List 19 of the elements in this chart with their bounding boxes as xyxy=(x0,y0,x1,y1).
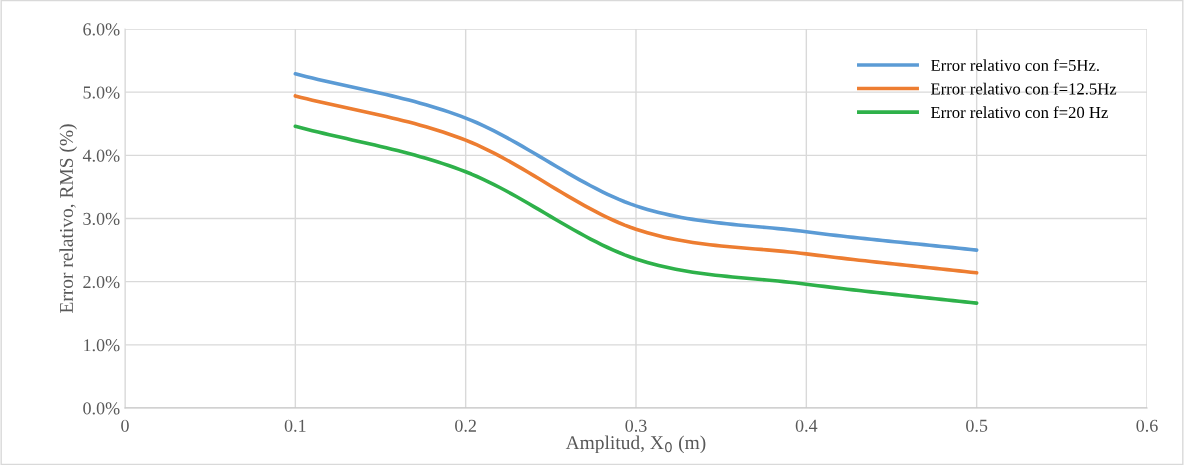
legend-label: Error relativo con f=12.5Hz xyxy=(930,82,1117,95)
legend-label: Error relativo con f=20 Hz xyxy=(930,106,1108,119)
y-tick-label: 0.0% xyxy=(83,402,120,415)
x-tick-label: 0.3 xyxy=(625,419,647,432)
x-tick-label: 0.1 xyxy=(284,419,306,432)
x-tick-label: 0.6 xyxy=(1136,419,1158,432)
y-tick-label: 1.0% xyxy=(84,339,120,352)
x-tick-label: 0.4 xyxy=(795,419,818,432)
legend-label: Error relativo con f=5Hz. xyxy=(930,59,1099,72)
x-tick-label: 0.5 xyxy=(966,419,988,432)
y-tick-label: 3.0% xyxy=(83,212,120,226)
x-axis-title: Amplitud, X$_{0}$ (m) xyxy=(565,435,706,454)
y-tick-label: 5.0% xyxy=(83,86,120,99)
y-tick-label: 4.0% xyxy=(82,149,120,162)
y-tick-label: 6.0% xyxy=(83,23,120,36)
y-axis-title: Error relativo, RMS (%) xyxy=(59,124,77,313)
y-tick-label: 2.0% xyxy=(83,275,120,289)
x-tick-label: 0 xyxy=(121,419,129,432)
x-tick-label: 0.2 xyxy=(455,419,476,432)
